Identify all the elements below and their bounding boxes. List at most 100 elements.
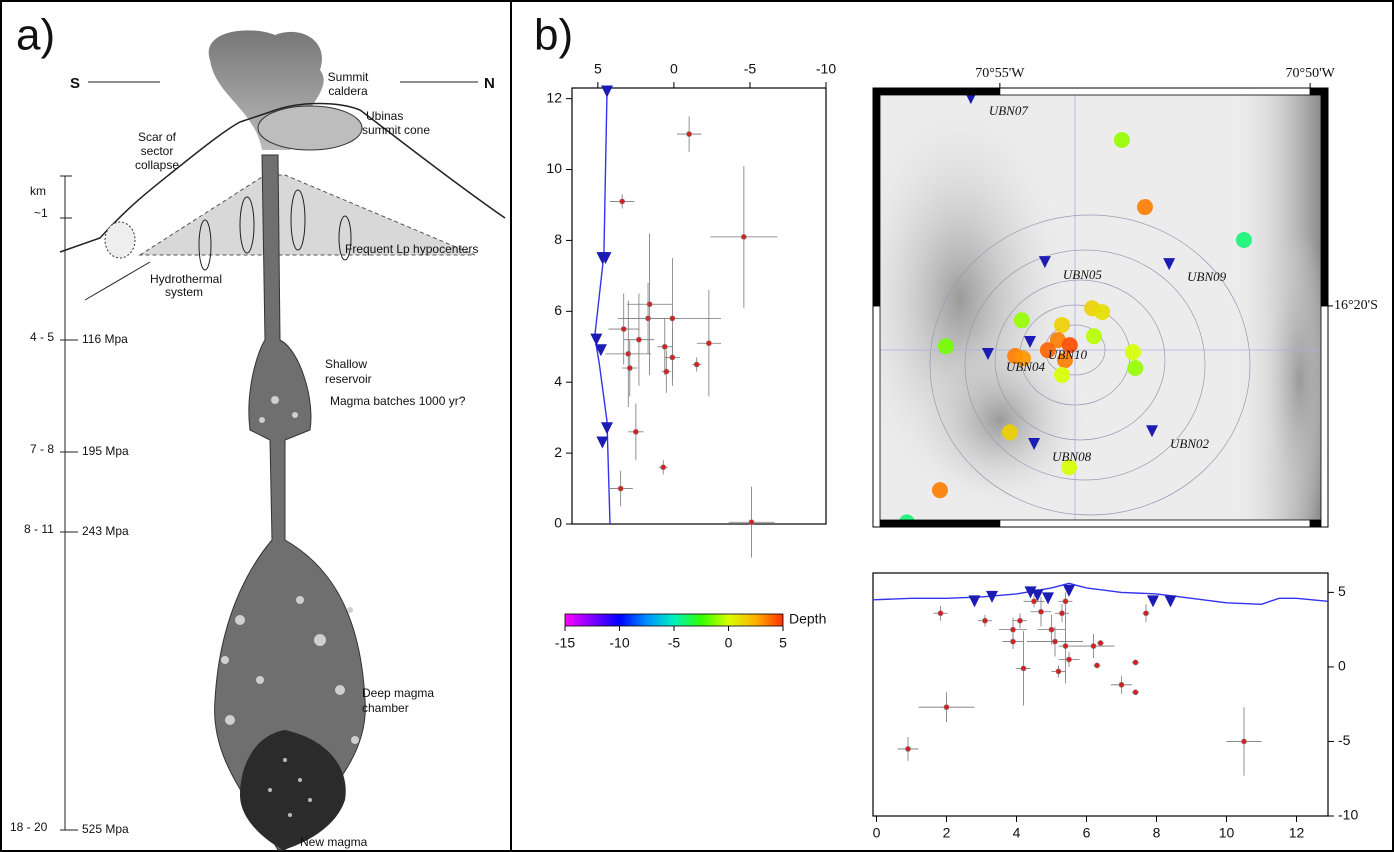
diagram-label: caldera bbox=[328, 84, 368, 98]
y-tick-label: 2 bbox=[554, 444, 562, 460]
y-tick-label: 0 bbox=[1338, 658, 1346, 674]
event bbox=[1013, 312, 1030, 329]
event bbox=[1097, 640, 1104, 646]
station bbox=[599, 252, 612, 265]
event bbox=[1053, 366, 1070, 383]
depth-label: km bbox=[30, 184, 46, 198]
event bbox=[1094, 304, 1111, 321]
pressure-label: 116 Mpa bbox=[82, 332, 128, 346]
station bbox=[1028, 438, 1041, 451]
event bbox=[1132, 659, 1139, 666]
x-tick-label: 70°55'W bbox=[975, 66, 1025, 81]
frame-bar bbox=[872, 305, 881, 528]
station-label: UBN10 bbox=[1048, 347, 1088, 362]
y-tick-label: 8 bbox=[554, 231, 562, 247]
colorbar-tick-label: 0 bbox=[725, 635, 733, 651]
event bbox=[1085, 328, 1102, 345]
map-events bbox=[899, 131, 1252, 520]
event bbox=[1020, 665, 1027, 672]
station bbox=[1146, 425, 1159, 438]
diagram-label: Hydrothermal bbox=[150, 272, 222, 286]
y-tick-label: 6 bbox=[554, 302, 562, 318]
colorbar bbox=[564, 613, 784, 627]
summit-cone bbox=[257, 105, 363, 151]
station bbox=[1163, 258, 1176, 271]
y-tick-label: 16°20'S bbox=[1334, 298, 1378, 313]
station-label: UBN05 bbox=[1063, 267, 1103, 282]
hydrothermal-body bbox=[104, 221, 136, 259]
lp-ellipse bbox=[290, 189, 306, 251]
x-tick-label: -10 bbox=[816, 61, 836, 77]
fault-line bbox=[84, 261, 151, 301]
frame-bar bbox=[1320, 87, 1329, 307]
new-magma-body bbox=[240, 730, 346, 850]
x-tick-label: 0 bbox=[670, 61, 678, 77]
event bbox=[1055, 668, 1062, 675]
frame-bar bbox=[872, 519, 1001, 528]
event bbox=[626, 365, 633, 371]
depth-label: ~1 bbox=[34, 206, 48, 220]
event bbox=[663, 368, 670, 375]
direction-label: N bbox=[484, 75, 495, 92]
plot-frame bbox=[872, 572, 1329, 817]
station bbox=[968, 595, 981, 608]
y-tick-label: 5 bbox=[1338, 583, 1346, 599]
map-relief bbox=[880, 95, 1321, 520]
depth-label: 18 - 20 bbox=[10, 820, 48, 834]
event bbox=[1118, 681, 1125, 688]
event bbox=[1048, 626, 1055, 633]
event bbox=[899, 514, 915, 520]
event bbox=[705, 340, 712, 347]
frame-bar bbox=[872, 87, 881, 307]
event bbox=[1061, 337, 1078, 354]
colorbar-tick-label: 5 bbox=[779, 635, 787, 651]
event bbox=[619, 198, 626, 205]
lp-ellipse bbox=[338, 215, 352, 261]
event bbox=[982, 617, 988, 624]
event bbox=[1038, 608, 1044, 615]
event bbox=[1136, 199, 1153, 216]
volcano-profile bbox=[59, 102, 506, 253]
event bbox=[1059, 610, 1065, 617]
colorbar-tick-label: -5 bbox=[668, 635, 681, 651]
x-tick-label: 70°50'W bbox=[1285, 66, 1335, 81]
diagram-label: Summit bbox=[328, 70, 369, 84]
station-label: UBN04 bbox=[1006, 359, 1046, 374]
x-tick-label: 6 bbox=[1083, 825, 1091, 841]
event bbox=[740, 233, 747, 240]
diagram-label: Deep magma bbox=[362, 686, 434, 700]
event bbox=[632, 428, 639, 435]
diagram-label: Scar of bbox=[138, 130, 177, 144]
x-tick-label: 2 bbox=[943, 825, 951, 841]
diagram-label: system bbox=[165, 285, 203, 299]
panel-label: b) bbox=[534, 11, 573, 60]
diagram-label: Magma batches 1000 yr? bbox=[330, 394, 466, 408]
event bbox=[1039, 342, 1056, 359]
pressure-label: 195 Mpa bbox=[82, 444, 129, 458]
panel-a-labels: a) S N Summit caldera Ubinas summit cone… bbox=[10, 11, 495, 850]
station-label: UBN09 bbox=[1187, 269, 1227, 284]
diagram-label: chamber bbox=[362, 701, 409, 715]
x-tick-label: 0 bbox=[873, 825, 881, 841]
plot-frame bbox=[571, 87, 827, 525]
station bbox=[1038, 256, 1051, 269]
y-tick-label: 10 bbox=[546, 160, 562, 176]
event bbox=[686, 131, 693, 137]
event bbox=[1052, 638, 1058, 645]
topography-line bbox=[594, 91, 611, 525]
station bbox=[600, 85, 613, 98]
colorbar-tick-label: -10 bbox=[609, 635, 629, 651]
event bbox=[1062, 598, 1069, 605]
event bbox=[1010, 638, 1016, 645]
event bbox=[1014, 350, 1031, 367]
x-tick-label: 12 bbox=[1289, 825, 1305, 841]
station bbox=[986, 590, 998, 603]
station bbox=[1031, 589, 1044, 602]
lp-ellipse bbox=[239, 196, 255, 254]
x-tick-label: -5 bbox=[744, 61, 757, 77]
station bbox=[981, 348, 994, 361]
pressure-label: 525 Mpa bbox=[82, 822, 129, 836]
station bbox=[1063, 584, 1075, 597]
y-tick-label: -10 bbox=[1338, 807, 1358, 823]
